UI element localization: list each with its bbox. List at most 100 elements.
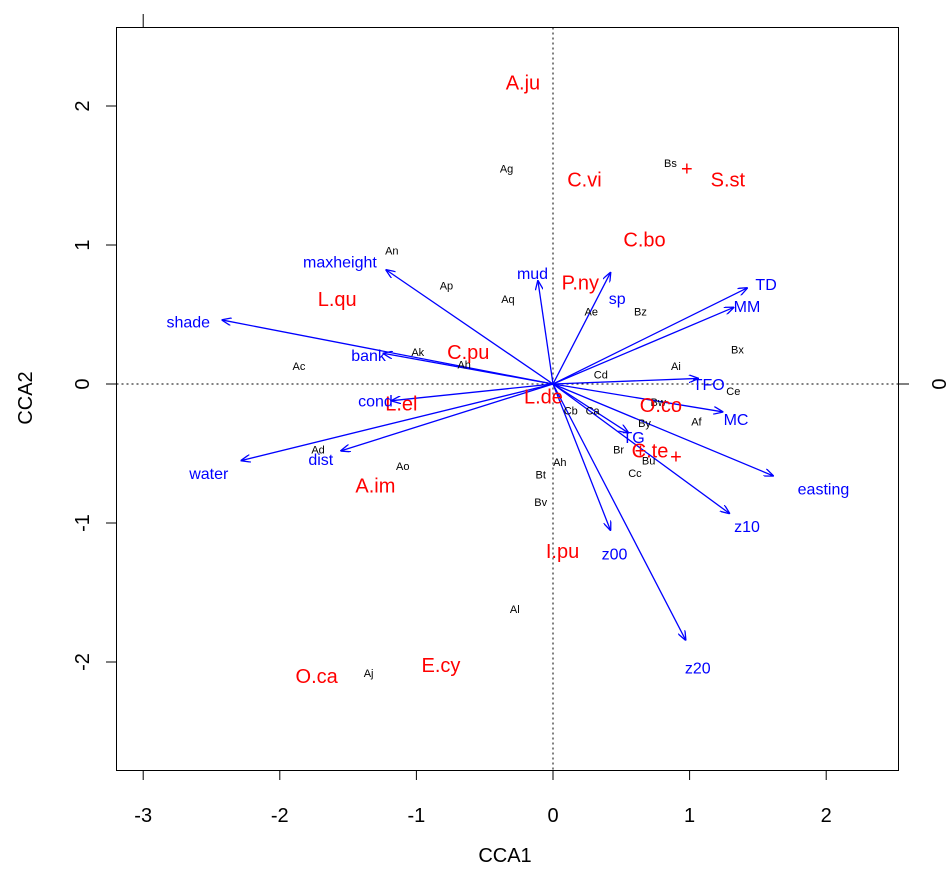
species-label: L.el [385, 393, 417, 415]
site-label: Bu [642, 455, 655, 467]
site-label: Ap [440, 280, 453, 292]
env-vector-label: TD [755, 277, 776, 294]
species-label: L.qu [318, 289, 357, 311]
species-label: A.im [355, 475, 395, 497]
species-label: O.ca [296, 666, 339, 688]
site-label: Ad [311, 444, 324, 456]
site-label: Bz [634, 307, 647, 319]
env-vector-label: easting [798, 481, 850, 498]
x-tick-label: -2 [271, 805, 289, 827]
env-vector-arrow [552, 308, 733, 385]
species-label: C.vi [567, 170, 601, 192]
right-axis: 0 [898, 378, 948, 390]
species-label: L.de [524, 387, 563, 409]
env-vector-label: dist [308, 452, 333, 469]
env-vector-label: bank [351, 348, 387, 365]
y-tick-label: 1 [72, 239, 94, 250]
site-label: Cd [594, 369, 608, 381]
env-vector-arrow [552, 383, 773, 476]
env-vector-arrow [552, 383, 686, 640]
site-label: Aq [501, 294, 514, 306]
env-vector-labels: maxheight mud sp TD MM shade bank TFO cond MC TG ea… [166, 255, 849, 678]
species-markers: + + + [635, 159, 693, 469]
env-vector-label: shade [166, 314, 210, 331]
env-vector-arrow [538, 281, 554, 385]
env-vector-label: MC [724, 412, 749, 429]
site-label: Ah [457, 360, 470, 372]
species-label: C.bo [623, 229, 665, 251]
env-vector-arrow [392, 383, 554, 401]
site-label: Bx [731, 344, 744, 356]
right-axis-tick-label: 0 [929, 378, 948, 389]
y-tick-label: 2 [72, 100, 94, 111]
site-label: Ae [585, 307, 598, 319]
env-vector-label: TG [622, 430, 644, 447]
env-vector-label: sp [609, 291, 626, 308]
env-vector-arrow [552, 288, 747, 385]
species-label: A.ju [506, 72, 540, 94]
env-vector-arrow [552, 383, 610, 530]
species-label: O.co [640, 395, 682, 417]
species-labels: A.ju C.vi S.st C.bo P.ny L.qu C.pu L.de O.co L.el… [296, 72, 746, 688]
env-vector-label: mud [517, 266, 548, 283]
x-tick-label: -3 [134, 805, 152, 827]
species-label: C.te [632, 441, 669, 463]
site-label: Cc [628, 468, 642, 480]
site-label: Al [510, 604, 520, 616]
site-label: Ak [411, 347, 424, 359]
zero-lines [116, 27, 899, 771]
species-marker: + [635, 441, 647, 463]
site-label: By [638, 418, 651, 430]
env-vector-arrow [242, 383, 554, 460]
y-axis-title: CCA2 [15, 371, 37, 424]
x-axis-title: CCA1 [478, 845, 531, 867]
y-tick-label: 0 [72, 378, 94, 389]
site-label: Bt [536, 469, 546, 481]
site-label: Ai [671, 361, 681, 373]
site-label: Ce [726, 386, 740, 398]
env-vector-arrow [386, 270, 554, 385]
species-label: S.st [711, 170, 746, 192]
x-tick-label: 0 [547, 805, 558, 827]
y-tick-label: -1 [72, 514, 94, 532]
species-label: C.pu [447, 342, 489, 364]
env-vectors [222, 270, 772, 640]
species-label: E.cy [422, 655, 461, 677]
site-label: Ca [586, 405, 601, 417]
env-vector-arrow [341, 383, 554, 451]
site-label: Aj [364, 668, 374, 680]
species-label: I.pu [546, 541, 579, 563]
env-vector-arrow [552, 378, 698, 385]
site-labels: An Ap Aq Ag Bs Ae Bz Bx Ai Cd Ce Ac Ak Ah Cb Ca Bw Af By Br… [293, 158, 745, 680]
site-label: An [385, 246, 398, 258]
site-label: Af [691, 417, 702, 429]
site-label: Ah [553, 457, 566, 469]
species-marker: + [670, 446, 682, 468]
env-vector-arrow [552, 383, 722, 412]
y-tick-label: -2 [72, 653, 94, 671]
site-label: Ag [500, 164, 513, 176]
env-vector-label: water [188, 466, 229, 483]
env-vector-label: cond [358, 394, 393, 411]
site-label: Ac [293, 361, 306, 373]
env-vector-label: MM [734, 299, 761, 316]
env-vector-label: maxheight [303, 255, 377, 272]
x-tick-label: 2 [821, 805, 832, 827]
site-label: Ao [396, 461, 409, 473]
x-tick-label: 1 [684, 805, 695, 827]
env-vector-arrow [552, 383, 628, 433]
env-vector-label: z00 [602, 547, 628, 564]
env-vector-label: z10 [734, 519, 760, 536]
env-vector-arrow [552, 383, 729, 513]
x-tick-label: -1 [408, 805, 426, 827]
env-vector-arrow [384, 353, 554, 385]
env-vector-label: TFO [693, 377, 725, 394]
site-label: Bw [651, 397, 666, 409]
site-label: Bs [664, 158, 677, 170]
site-label: Cb [564, 405, 578, 417]
env-vector-label: z20 [685, 661, 711, 678]
species-marker: + [681, 159, 693, 181]
x-axis: -3 -2 -1 0 1 2 [134, 770, 832, 827]
env-vector-arrow [552, 273, 610, 385]
